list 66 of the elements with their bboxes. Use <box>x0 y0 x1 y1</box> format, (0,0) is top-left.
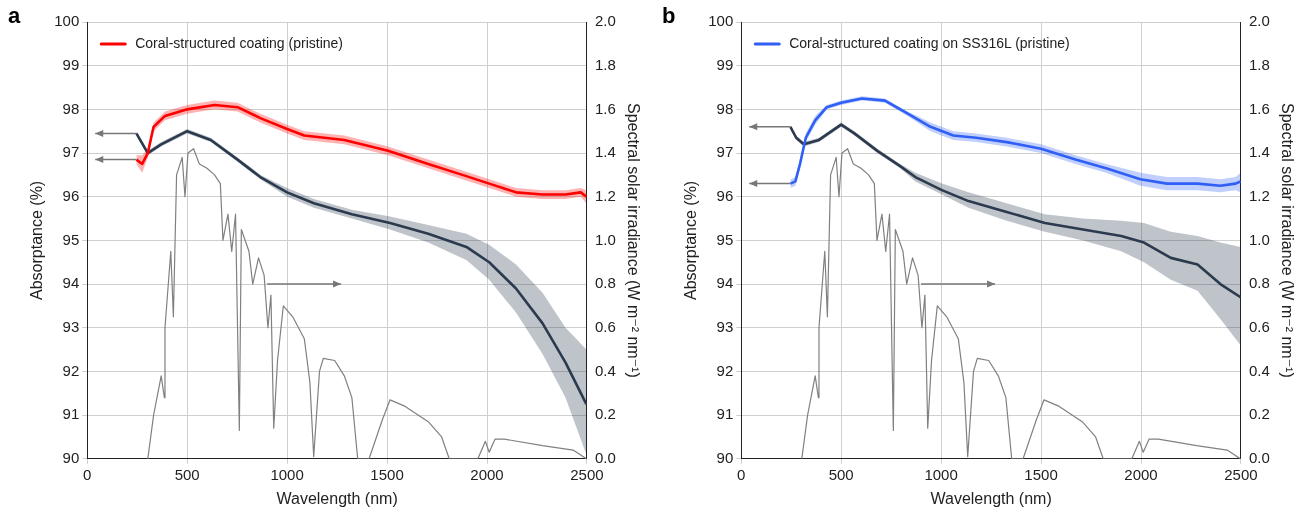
y-tick-label: 99 <box>62 55 80 73</box>
y-tick-label: 93 <box>716 317 734 335</box>
y2-tick-label: 0.4 <box>594 361 616 379</box>
y2-tick-label: 2.0 <box>1248 12 1270 30</box>
chart-title: b <box>662 3 676 29</box>
y-tick-label: 98 <box>62 99 80 117</box>
y-tick-label: 99 <box>716 55 734 73</box>
y-tick-label: 90 <box>716 448 734 466</box>
x-tick-label: 2000 <box>470 465 504 483</box>
y2-tick-label: 1.4 <box>1248 143 1270 161</box>
y2-tick-label: 0.2 <box>594 405 616 423</box>
x-tick-label: 1500 <box>1024 465 1058 483</box>
y2-tick-label: 1.2 <box>594 186 616 204</box>
y2-tick-label: 0.8 <box>1248 274 1270 292</box>
y2-tick-label: 0.4 <box>1248 361 1270 379</box>
y2-tick-label: 1.8 <box>594 55 616 73</box>
y-tick-label: 100 <box>54 12 80 30</box>
x-tick-label: 500 <box>174 465 200 483</box>
y2-tick-label: 0.2 <box>1248 405 1270 423</box>
y2-tick-label: 2.0 <box>594 12 616 30</box>
y-tick-label: 100 <box>708 12 734 30</box>
y2-tick-label: 1.6 <box>594 99 616 117</box>
y2-tick-label: 1.2 <box>1248 186 1270 204</box>
x-tick-label: 1000 <box>270 465 304 483</box>
x-tick-label: 1000 <box>924 465 958 483</box>
y2-tick-label: 0.0 <box>1248 448 1270 466</box>
y2-tick-label: 1.6 <box>1248 99 1270 117</box>
y-tick-label: 91 <box>716 405 734 423</box>
y2-tick-label: 0.0 <box>594 448 616 466</box>
y2-tick-label: 1.0 <box>594 230 616 248</box>
y2-axis-title: Spectral solar irradiance (W m⁻² nm⁻¹) <box>1278 103 1296 378</box>
y-tick-label: 95 <box>716 230 734 248</box>
y2-tick-label: 1.8 <box>1248 55 1270 73</box>
y-tick-label: 97 <box>62 143 80 161</box>
y-axis-title: Absorptance (%) <box>28 180 46 300</box>
y-tick-label: 94 <box>716 274 734 292</box>
x-tick-label: 500 <box>828 465 854 483</box>
y-tick-label: 90 <box>62 448 80 466</box>
y-tick-label: 94 <box>62 274 80 292</box>
x-tick-label: 0 <box>737 465 746 483</box>
x-axis-title: Wavelength (nm) <box>930 489 1052 507</box>
y-tick-label: 93 <box>62 317 80 335</box>
x-tick-label: 2500 <box>1224 465 1258 483</box>
y-axis-title: Absorptance (%) <box>682 180 700 300</box>
y-tick-label: 96 <box>62 186 80 204</box>
x-tick-label: 1500 <box>370 465 404 483</box>
y-tick-label: 91 <box>62 405 80 423</box>
y2-tick-label: 0.6 <box>594 317 616 335</box>
x-tick-label: 0 <box>83 465 92 483</box>
x-tick-label: 2500 <box>570 465 604 483</box>
y-tick-label: 96 <box>716 186 734 204</box>
y2-tick-label: 0.6 <box>1248 317 1270 335</box>
y-tick-label: 92 <box>62 361 80 379</box>
y2-tick-label: 1.4 <box>594 143 616 161</box>
y2-axis-title: Spectral solar irradiance (W m⁻² nm⁻¹) <box>624 103 642 378</box>
y2-tick-label: 1.0 <box>1248 230 1270 248</box>
x-axis-title: Wavelength (nm) <box>276 489 398 507</box>
y-tick-label: 98 <box>716 99 734 117</box>
legend-label: Coral-structured coating (pristine) <box>135 34 343 51</box>
chart-title: a <box>8 3 21 29</box>
y2-tick-label: 0.8 <box>594 274 616 292</box>
y-tick-label: 92 <box>716 361 734 379</box>
y-tick-label: 95 <box>62 230 80 248</box>
legend-label: Coral-structured coating on SS316L (pristine) <box>789 34 1070 51</box>
x-tick-label: 2000 <box>1124 465 1158 483</box>
y-tick-label: 97 <box>716 143 734 161</box>
